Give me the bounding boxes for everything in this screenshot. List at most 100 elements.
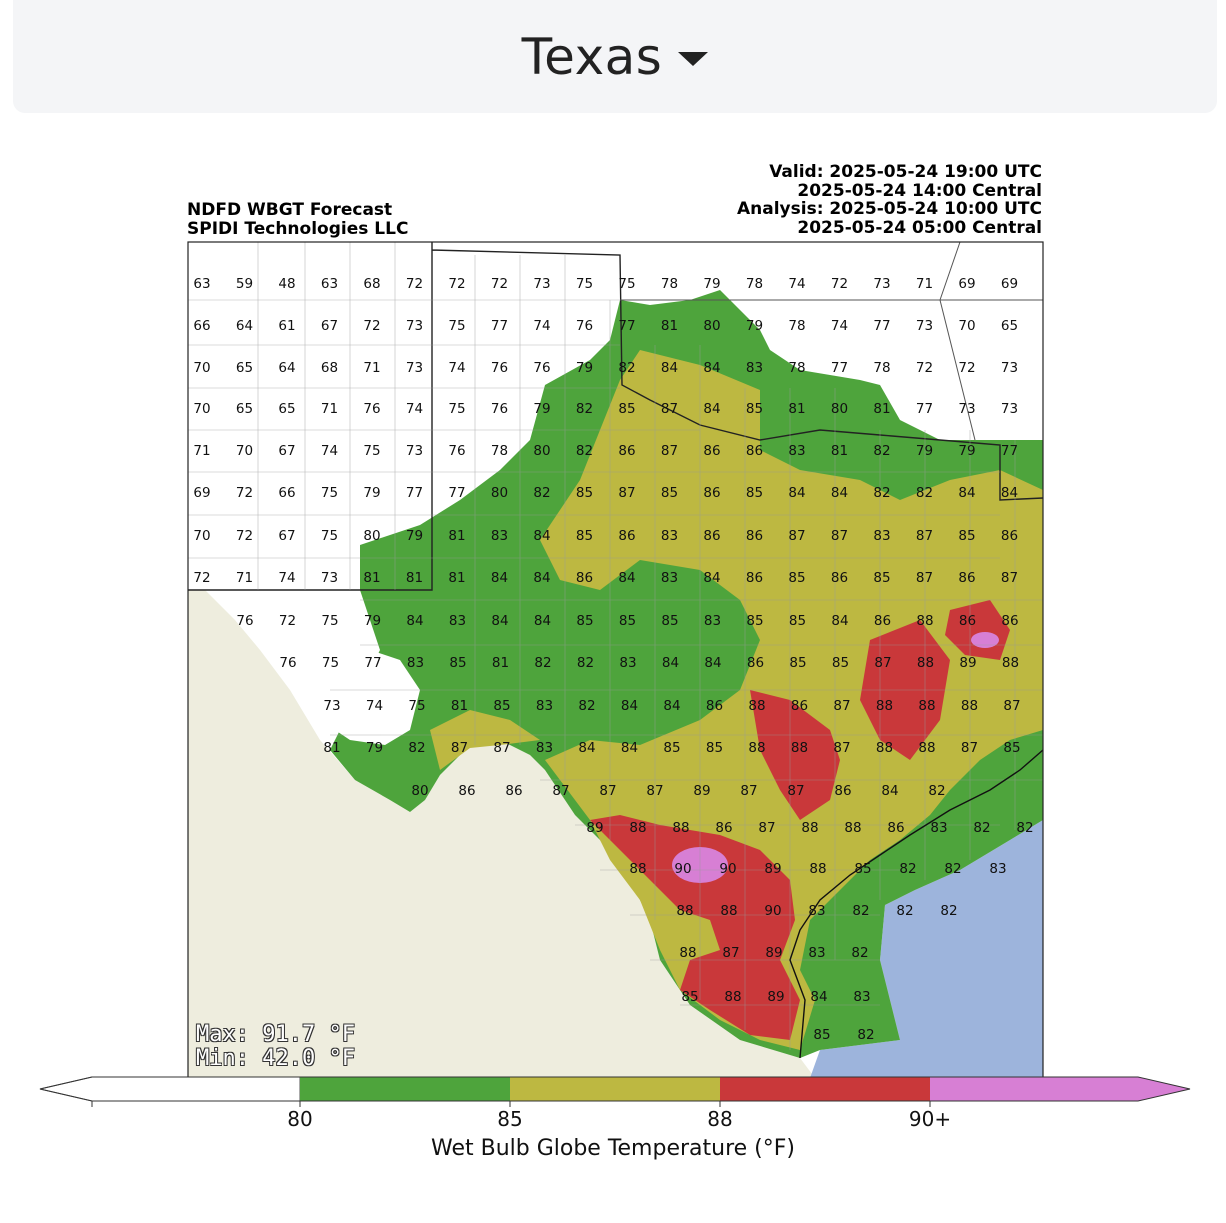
map-value-label: 86 bbox=[1001, 613, 1018, 629]
map-value-label: 88 bbox=[629, 861, 646, 877]
map-value-label: 78 bbox=[491, 443, 508, 459]
map-value-label: 87 bbox=[740, 783, 757, 799]
map-value-label: 66 bbox=[193, 318, 210, 334]
map-value-label: 79 bbox=[958, 443, 975, 459]
map-value-label: 68 bbox=[363, 276, 380, 292]
map-value-label: 81 bbox=[363, 570, 380, 586]
map-value-label: 79 bbox=[364, 613, 381, 629]
region-90-plus-2 bbox=[971, 632, 999, 648]
map-value-label: 84 bbox=[578, 740, 595, 756]
map-value-label: 85 bbox=[746, 613, 763, 629]
map-value-label: 88 bbox=[918, 698, 935, 714]
map-value-label: 84 bbox=[958, 485, 975, 501]
map-value-label: 86 bbox=[746, 528, 763, 544]
map-value-label: 83 bbox=[808, 945, 825, 961]
map-value-label: 72 bbox=[236, 485, 253, 501]
map-value-label: 87 bbox=[916, 528, 933, 544]
map-value-label: 82 bbox=[857, 1027, 874, 1043]
map-value-label: 87 bbox=[618, 485, 635, 501]
map-value-label: 81 bbox=[661, 318, 678, 334]
colorbar-below-80 bbox=[39, 1076, 301, 1102]
map-value-label: 64 bbox=[236, 318, 253, 334]
map-value-label: 85 bbox=[1003, 740, 1020, 756]
map-value-label: 87 bbox=[788, 528, 805, 544]
map-value-label: 84 bbox=[533, 570, 550, 586]
map-value-label: 80 bbox=[363, 528, 380, 544]
map-value-label: 72 bbox=[448, 276, 465, 292]
map-value-label: 90 bbox=[719, 861, 736, 877]
map-value-label: 73 bbox=[323, 698, 340, 714]
map-value-label: 81 bbox=[323, 740, 340, 756]
map-value-label: 77 bbox=[448, 485, 465, 501]
map-value-label: 82 bbox=[851, 945, 868, 961]
state-selector[interactable]: Texas bbox=[522, 28, 709, 86]
map-value-label: 87 bbox=[787, 783, 804, 799]
map-value-label: 74 bbox=[788, 276, 805, 292]
map-value-label: 74 bbox=[278, 570, 295, 586]
map-value-label: 73 bbox=[406, 360, 423, 376]
map-value-label: 65 bbox=[278, 401, 295, 417]
coastline bbox=[789, 749, 1043, 1059]
map-value-label: 84 bbox=[788, 485, 805, 501]
map-value-label: 75 bbox=[408, 698, 425, 714]
colorbar-tick-85: 85 bbox=[497, 1107, 523, 1131]
map-value-label: 87 bbox=[1001, 570, 1018, 586]
map-value-label: 73 bbox=[958, 401, 975, 417]
map-value-label: 86 bbox=[746, 443, 763, 459]
map-value-label: 85 bbox=[661, 613, 678, 629]
map-value-label: 88 bbox=[676, 903, 693, 919]
map-value-label: 84 bbox=[533, 528, 550, 544]
map-value-label: 74 bbox=[533, 318, 550, 334]
caret-down-icon[interactable] bbox=[678, 51, 709, 66]
map-value-label: 78 bbox=[746, 276, 763, 292]
map-value-label: 75 bbox=[322, 655, 339, 671]
map-value-label: 88 bbox=[876, 740, 893, 756]
map-value-label: 79 bbox=[916, 443, 933, 459]
map-value-label: 69 bbox=[1001, 276, 1018, 292]
map-value-label: 82 bbox=[944, 861, 961, 877]
map-value-label: 88 bbox=[629, 820, 646, 836]
map-value-label: 85 bbox=[873, 570, 890, 586]
map-value-label: 77 bbox=[364, 655, 381, 671]
map-value-label: 87 bbox=[831, 528, 848, 544]
map-value-label: 76 bbox=[491, 401, 508, 417]
map-value-label: 84 bbox=[491, 613, 508, 629]
map-value-label: 84 bbox=[618, 570, 635, 586]
map-value-label: 74 bbox=[831, 318, 848, 334]
map-value-label: 84 bbox=[662, 655, 679, 671]
map-value-label: 82 bbox=[852, 903, 869, 919]
map-value-label: 82 bbox=[618, 360, 635, 376]
map-value-label: 83 bbox=[704, 613, 721, 629]
map-value-label: 83 bbox=[536, 698, 553, 714]
map-value-label: 86 bbox=[703, 485, 720, 501]
figure-title-line2: SPIDI Technologies LLC bbox=[187, 218, 409, 239]
map-value-label: 86 bbox=[791, 698, 808, 714]
map-value-label: 87 bbox=[916, 570, 933, 586]
map-value-label: 87 bbox=[661, 401, 678, 417]
map-value-label: 85 bbox=[576, 485, 593, 501]
map-value-label: 85 bbox=[813, 1027, 830, 1043]
map-value-label: 76 bbox=[576, 318, 593, 334]
map-value-label: 65 bbox=[236, 360, 253, 376]
map-value-label: 82 bbox=[576, 443, 593, 459]
map-value-label: 84 bbox=[703, 401, 720, 417]
map-value-label: 82 bbox=[1016, 820, 1033, 836]
map-value-label: 89 bbox=[959, 655, 976, 671]
map-value-label: 81 bbox=[448, 570, 465, 586]
colorbar-tick-88: 88 bbox=[707, 1107, 733, 1131]
region-88-90-south bbox=[590, 815, 800, 1040]
map-value-label: 87 bbox=[661, 443, 678, 459]
map-value-label: 86 bbox=[831, 570, 848, 586]
map-value-label: 82 bbox=[577, 655, 594, 671]
map-value-label: 88 bbox=[679, 945, 696, 961]
map-value-label: 79 bbox=[746, 318, 763, 334]
map-value-label: 86 bbox=[706, 698, 723, 714]
mexico-land bbox=[188, 590, 815, 1078]
map-value-label: 85 bbox=[789, 613, 806, 629]
map-value-label: 71 bbox=[321, 401, 338, 417]
colorbar-85-88 bbox=[510, 1077, 720, 1101]
map-value-label: 83 bbox=[989, 861, 1006, 877]
map-value-label: 72 bbox=[193, 570, 210, 586]
map-value-label: 66 bbox=[278, 485, 295, 501]
map-value-label: 89 bbox=[765, 945, 782, 961]
